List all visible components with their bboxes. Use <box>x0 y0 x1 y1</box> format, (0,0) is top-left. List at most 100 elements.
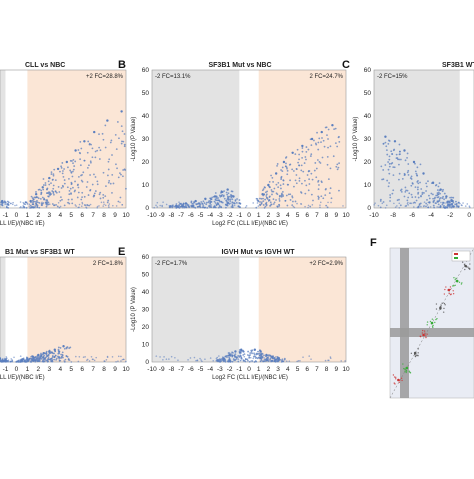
panel-1-cloud-point <box>117 200 120 203</box>
panel-2-cloud-point <box>278 198 281 200</box>
panel-6-cloud-point <box>448 292 450 295</box>
panel-2-cloud-point <box>268 196 271 199</box>
panel-3-baseline-point <box>427 201 430 204</box>
panel-2-cloud-point <box>220 190 223 193</box>
panel-1-cloud-point <box>54 179 57 182</box>
panel-1-cloud-point <box>40 204 43 206</box>
panel-2-cloud-point <box>301 156 304 159</box>
panel-4-cloud-point <box>25 356 28 359</box>
panel-1-baseline-point <box>119 201 121 204</box>
panel-4-cloud-point <box>48 351 51 354</box>
panel-3-baseline-point <box>435 202 437 205</box>
panel-3-point <box>412 160 416 164</box>
panel-5-cloud-point <box>265 355 268 358</box>
panel-5-baseline-point <box>209 357 212 359</box>
panel-3-cloud-point <box>400 190 403 193</box>
panel-5-x-tick-label: -8 <box>169 366 175 373</box>
panel-6-cloud-point <box>410 352 413 355</box>
panel-5-baseline-point <box>237 358 240 361</box>
panel-1-cloud-point <box>60 167 63 169</box>
panel-6-cloud-point <box>453 277 455 279</box>
panel-1-cloud-point <box>102 171 105 174</box>
panel-2-cloud-point <box>268 186 271 188</box>
panel-3-cloud-point <box>437 193 440 196</box>
panel-1-cloud-point <box>96 180 99 183</box>
panel-1-baseline-point <box>28 205 31 207</box>
panel-6-cloud-point <box>468 267 471 269</box>
panel-1-baseline-point <box>81 202 84 205</box>
panel-2-cloud-point <box>291 195 294 198</box>
panel-2-x-tick-label: 6 <box>305 212 309 219</box>
panel-6-cloud-point <box>463 263 466 266</box>
panel-3-cloud-point <box>423 192 425 194</box>
panel-5-cloud-point <box>266 358 269 361</box>
panel-3-cloud-point <box>437 185 440 188</box>
panel-6-cloud-point <box>461 282 463 284</box>
panel-6-cloud-point <box>461 261 464 263</box>
panel-2-y-tick-label: 60 <box>142 67 150 74</box>
panel-1-cloud-point <box>51 179 54 181</box>
panel-2-cloud-point <box>276 163 279 165</box>
panel-3-x-tick-label: -8 <box>390 212 396 219</box>
panel-2-cloud-point <box>294 200 297 203</box>
panel-2-cloud-point <box>263 206 266 209</box>
panel-5-cloud-point <box>224 355 227 358</box>
panel-1-baseline-point <box>103 203 105 206</box>
panel-3-cloud-point <box>384 164 387 166</box>
panel-1-cloud-point <box>121 140 123 143</box>
panel-1-baseline-point <box>78 203 81 206</box>
panel-4-baseline-point <box>90 355 93 358</box>
panel-3-baseline-point <box>407 201 409 204</box>
panel-5-x-tick-label: -6 <box>188 366 194 373</box>
panel-5-cloud-point <box>227 354 229 357</box>
panel-1-cloud-point <box>122 140 125 143</box>
panel-4-cloud-point <box>16 360 19 363</box>
panel-2-cloud-point <box>322 197 325 200</box>
panel-2-cloud-point <box>273 201 276 204</box>
panel-1-cloud-point <box>108 179 111 182</box>
panel-2-x-tick-label: 1 <box>257 212 261 219</box>
panel-2-cloud-point <box>228 195 231 198</box>
panel-5-baseline-point <box>285 360 288 362</box>
panel-6-cloud-point <box>442 311 445 313</box>
panel-2-cloud-point <box>278 194 281 197</box>
panel-1-cloud-point <box>53 168 56 171</box>
panel-1-cloud-point <box>107 199 110 202</box>
panel-2-cloud-point <box>310 153 313 156</box>
panel-1-baseline-point <box>85 206 87 208</box>
panel-4-cloud-point <box>64 358 67 361</box>
panel-6-cloud-point <box>440 304 442 306</box>
panel-2-cloud-point <box>304 156 307 158</box>
panel-2-cloud-point <box>236 198 238 200</box>
panel-2-cloud-point <box>280 194 283 197</box>
panel-2-cloud-point <box>281 194 284 196</box>
panel-2-baseline-point <box>252 202 255 204</box>
panel-1-baseline-point <box>21 206 23 209</box>
panel-4-baseline-point <box>82 356 85 359</box>
panel-1-cloud-point <box>108 158 111 161</box>
panel-2-cloud-point <box>320 180 323 183</box>
panel-1-baseline-point <box>7 204 10 206</box>
panel-3-baseline-point <box>428 202 431 204</box>
panel-6-cloud-point <box>454 279 456 281</box>
panel-4-cloud-point <box>1 359 4 362</box>
panel-3-baseline-point <box>413 201 415 204</box>
panel-2-cloud-point <box>268 199 271 201</box>
panel-5-cloud-point <box>244 358 247 361</box>
panel-2-cloud-point <box>206 207 209 209</box>
panel-2-cloud-point <box>266 197 268 199</box>
panel-3-cloud-point <box>396 157 399 159</box>
panel-2-cloud-point <box>317 141 320 144</box>
panel-2-cloud-point <box>291 168 294 171</box>
panel-1-cloud-point <box>32 198 35 201</box>
panel-5-y-tick-label: 40 <box>142 289 150 296</box>
panel-2-cloud-point <box>264 186 266 189</box>
panel-1-cloud-point <box>98 133 100 136</box>
panel-1-baseline-point <box>121 203 124 206</box>
panel-5-cloud-point <box>249 352 252 354</box>
panel-3-baseline-point <box>452 206 455 208</box>
panel-1-cloud-point <box>41 196 44 199</box>
panel-2-cloud-point <box>296 148 299 151</box>
panel-1-cloud-point <box>39 197 42 200</box>
panel-5-cloud-point <box>282 360 284 363</box>
